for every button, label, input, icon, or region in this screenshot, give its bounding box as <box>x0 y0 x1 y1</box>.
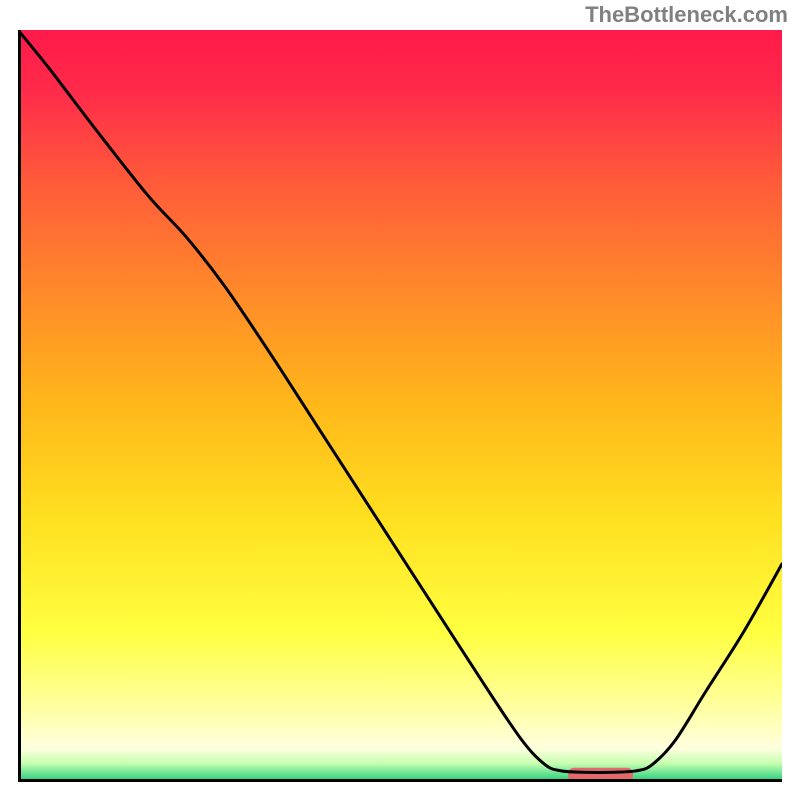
chart-container: TheBottleneck.com <box>0 0 800 800</box>
y-axis <box>18 30 21 782</box>
curve-layer <box>18 30 782 782</box>
x-axis <box>18 779 782 782</box>
plot-area <box>18 30 782 782</box>
attribution-text: TheBottleneck.com <box>585 2 788 28</box>
bottleneck-curve <box>18 30 782 772</box>
